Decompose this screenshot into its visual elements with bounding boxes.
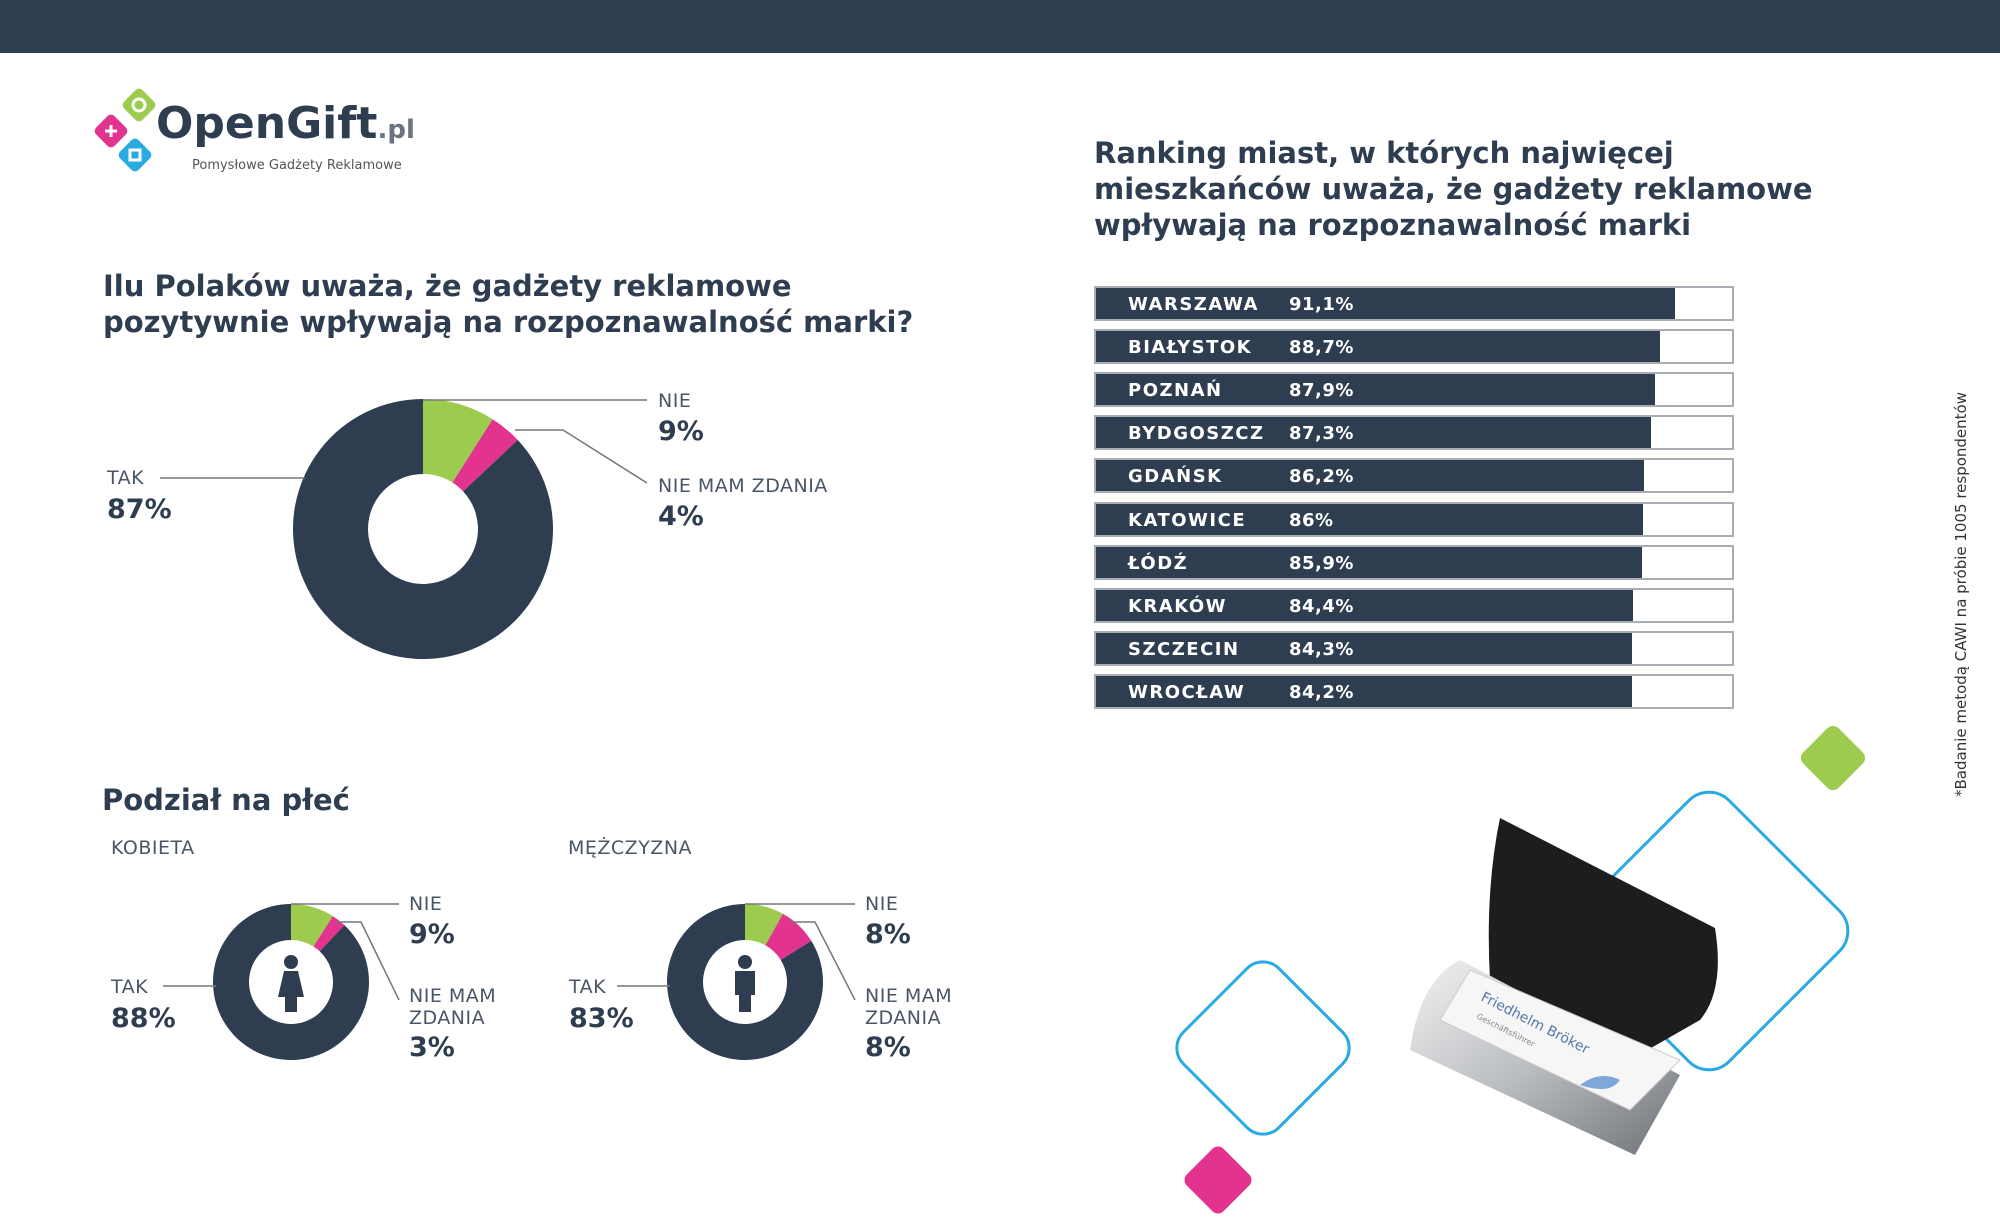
main-nmz-value: 4% bbox=[658, 501, 704, 532]
men-nie-label: NIE bbox=[865, 893, 899, 915]
women-nie-label: NIE bbox=[409, 893, 443, 915]
ranking-value: 87,3% bbox=[1289, 423, 1354, 445]
ranking-value: 84,3% bbox=[1289, 638, 1354, 660]
ranking-city: ŁÓDŹ bbox=[1128, 552, 1189, 574]
ranking-bar-fill bbox=[1096, 374, 1656, 406]
main-tak-value: 87% bbox=[107, 494, 172, 525]
ranking-city: SZCZECIN bbox=[1128, 638, 1240, 660]
ranking-bar: KRAKÓW 84,4% bbox=[1094, 587, 1734, 623]
ranking-bar-fill bbox=[1096, 288, 1676, 319]
ranking-bar: WARSZAWA 91,1% bbox=[1094, 286, 1734, 321]
women-nmz-label2: ZDANIA bbox=[409, 1007, 486, 1029]
main-nmz-leader bbox=[515, 429, 648, 484]
ranking-bar-fill bbox=[1096, 331, 1661, 363]
main-donut-slice-tak bbox=[293, 399, 553, 659]
men-tak-value: 83% bbox=[569, 1003, 634, 1034]
men-nmz-leader bbox=[790, 921, 856, 1001]
ranking-city: KRAKÓW bbox=[1128, 595, 1228, 617]
men-nmz-label2: ZDANIA bbox=[865, 1007, 942, 1029]
ranking-value: 85,9% bbox=[1289, 552, 1354, 574]
women-nmz-leader bbox=[336, 921, 400, 1001]
women-tak-value: 88% bbox=[111, 1003, 176, 1034]
main-nie-value: 9% bbox=[658, 416, 704, 447]
men-person-icon bbox=[735, 955, 755, 1012]
top-bar bbox=[0, 0, 2000, 53]
main-question: Ilu Polaków uważa, że gadżety reklamowe … bbox=[103, 268, 913, 340]
ranking-bar-fill bbox=[1096, 632, 1633, 664]
ranking-title-line1: Ranking miast, w których najwięcej bbox=[1094, 136, 1674, 170]
ranking-bar: KATOWICE 86% bbox=[1094, 501, 1734, 537]
business-card-holder-image: Friedhelm Bröker Geschäftsführer bbox=[1410, 818, 1718, 1155]
ranking-bar: GDAŃSK 86,2% bbox=[1094, 458, 1734, 494]
gender-title: Podział na płeć bbox=[102, 783, 350, 817]
women-nie-value: 9% bbox=[409, 919, 455, 950]
footnote: *Badanie metodą CAWI na próbie 1005 resp… bbox=[1952, 392, 1970, 797]
main-title-line1: Ilu Polaków uważa, że gadżety reklamowe bbox=[103, 269, 792, 303]
ranking-city: WROCŁAW bbox=[1128, 681, 1246, 703]
ranking-bar-fill bbox=[1096, 546, 1643, 578]
ranking-bar-fill bbox=[1096, 503, 1643, 535]
men-donut-slice-nie bbox=[745, 904, 783, 946]
men-donut-slice-tak bbox=[667, 904, 823, 1060]
ranking-bar: POZNAŃ 87,9% bbox=[1094, 372, 1734, 408]
women-label: KOBIETA bbox=[111, 837, 195, 859]
ranking-bar-fill bbox=[1096, 460, 1645, 492]
green-diamond-decoration bbox=[1797, 722, 1869, 794]
main-tak-label: TAK bbox=[107, 467, 145, 489]
ranking-bar: WROCŁAW 84,2% bbox=[1094, 673, 1734, 709]
main-donut-slice-nie bbox=[423, 399, 493, 483]
men-nmz-label1: NIE MAM bbox=[865, 985, 953, 1007]
ranking-bar: BIAŁYSTOK 88,7% bbox=[1094, 329, 1734, 365]
ranking-title-line3: wpływają na rozpoznawalność marki bbox=[1094, 208, 1692, 242]
women-nmz-value: 3% bbox=[409, 1032, 455, 1063]
ranking-city: KATOWICE bbox=[1128, 509, 1247, 531]
ranking-value: 86,2% bbox=[1289, 466, 1354, 488]
women-nmz-label1: NIE MAM bbox=[409, 985, 497, 1007]
women-tak-label: TAK bbox=[111, 976, 149, 998]
ranking-bar: ŁÓDŹ 85,9% bbox=[1094, 544, 1734, 580]
ranking-value: 88,7% bbox=[1289, 337, 1354, 359]
logo-name: OpenGift bbox=[156, 98, 378, 149]
women-donut-slice-nie-mam-zdania bbox=[313, 916, 345, 952]
men-nie-value: 8% bbox=[865, 919, 911, 950]
ranking-bar-fill bbox=[1096, 589, 1633, 621]
ranking-value: 84,4% bbox=[1289, 595, 1354, 617]
ranking-city: WARSZAWA bbox=[1128, 294, 1259, 315]
women-donut-slice-nie bbox=[291, 904, 333, 947]
men-nmz-value: 8% bbox=[865, 1032, 911, 1063]
ranking-bar-fill bbox=[1096, 675, 1632, 707]
men-donut-slice-nie-mam-zdania bbox=[765, 913, 812, 960]
men-label: MĘŻCZYZNA bbox=[568, 837, 693, 859]
ranking-city: POZNAŃ bbox=[1128, 380, 1223, 402]
ranking-city: BYDGOSZCZ bbox=[1128, 423, 1265, 445]
blue-outline-diamond-small bbox=[1165, 950, 1361, 1146]
logo-suffix: .pl bbox=[377, 115, 415, 145]
ranking-title-line2: mieszkańców uważa, że gadżety reklamowe bbox=[1094, 172, 1813, 206]
ranking-title: Ranking miast, w których najwięcej miesz… bbox=[1094, 135, 1813, 243]
main-donut-slice-nie-mam-zdania bbox=[452, 419, 518, 492]
women-person-icon bbox=[278, 955, 304, 1012]
logo[interactable]: OpenGift.pl Pomysłowe Gadżety Reklamowe bbox=[92, 88, 415, 178]
ranking-bar: SZCZECIN 84,3% bbox=[1094, 630, 1734, 666]
ranking-city: GDAŃSK bbox=[1128, 466, 1223, 488]
ranking-value: 91,1% bbox=[1289, 294, 1354, 315]
main-title-line2: pozytywnie wpływają na rozpoznawalność m… bbox=[103, 305, 914, 339]
ranking-bar: BYDGOSZCZ 87,3% bbox=[1094, 415, 1734, 451]
men-tak-label: TAK bbox=[569, 976, 607, 998]
main-nie-label: NIE bbox=[658, 390, 692, 412]
donut-charts bbox=[160, 399, 856, 1060]
ranking-city: BIAŁYSTOK bbox=[1128, 337, 1253, 359]
ranking-value: 84,2% bbox=[1289, 681, 1354, 703]
ranking-bar-fill bbox=[1096, 417, 1652, 449]
ranking-value: 87,9% bbox=[1289, 380, 1354, 402]
ranking-value: 86% bbox=[1289, 509, 1334, 531]
logo-icon bbox=[94, 88, 156, 172]
women-donut-slice-tak bbox=[213, 904, 370, 1060]
women-nmz-label: NIE MAM ZDANIA bbox=[409, 985, 496, 1029]
pink-diamond-decoration bbox=[1181, 1143, 1255, 1217]
logo-tagline: Pomysłowe Gadżety Reklamowe bbox=[192, 158, 402, 173]
men-nmz-label: NIE MAM ZDANIA bbox=[865, 985, 952, 1029]
main-nmz-label: NIE MAM ZDANIA bbox=[658, 475, 828, 497]
